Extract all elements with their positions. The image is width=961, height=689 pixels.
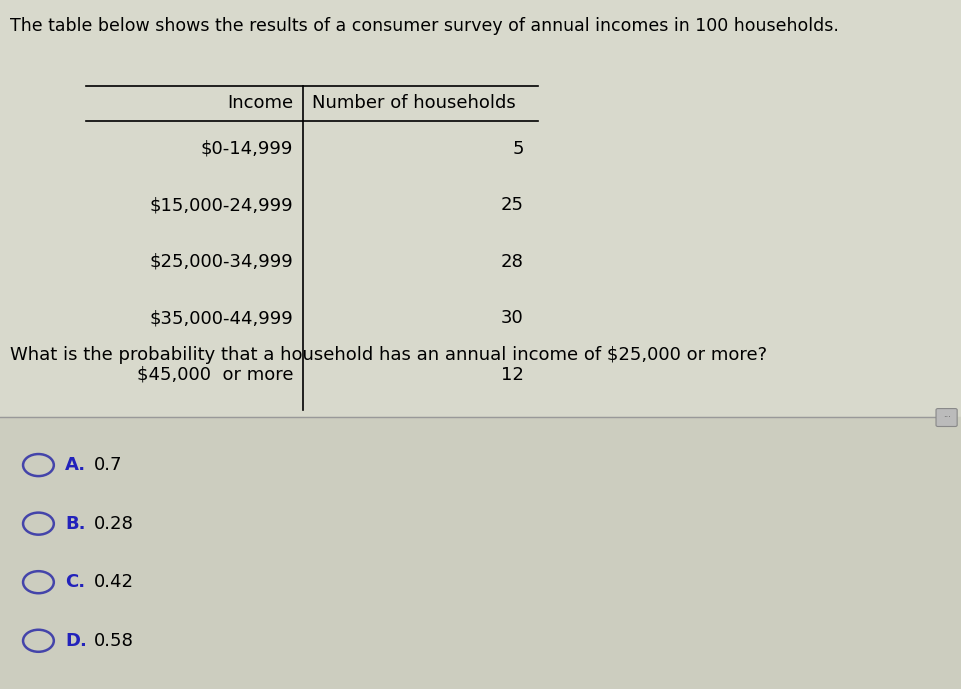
Text: $35,000-44,999: $35,000-44,999 xyxy=(149,309,293,327)
FancyBboxPatch shape xyxy=(936,409,957,426)
Text: Income: Income xyxy=(227,94,293,112)
Text: $25,000-34,999: $25,000-34,999 xyxy=(149,253,293,271)
Text: C.: C. xyxy=(65,573,86,591)
Text: What is the probability that a household has an annual income of $25,000 or more: What is the probability that a household… xyxy=(10,346,767,364)
Text: $15,000-24,999: $15,000-24,999 xyxy=(150,196,293,214)
Text: 28: 28 xyxy=(501,253,524,271)
Text: 30: 30 xyxy=(501,309,524,327)
Text: 12: 12 xyxy=(501,366,524,384)
Text: $45,000  or more: $45,000 or more xyxy=(136,366,293,384)
Text: The table below shows the results of a consumer survey of annual incomes in 100 : The table below shows the results of a c… xyxy=(10,17,839,35)
Text: 0.42: 0.42 xyxy=(94,573,135,591)
Text: 0.58: 0.58 xyxy=(94,632,134,650)
Text: 25: 25 xyxy=(501,196,524,214)
Text: B.: B. xyxy=(65,515,86,533)
Text: A.: A. xyxy=(65,456,86,474)
Text: 0.28: 0.28 xyxy=(94,515,134,533)
Text: ···: ··· xyxy=(943,413,950,422)
Text: $0-14,999: $0-14,999 xyxy=(201,140,293,158)
Text: Number of households: Number of households xyxy=(312,94,516,112)
Bar xyxy=(0,417,961,689)
Text: D.: D. xyxy=(65,632,87,650)
Text: 0.7: 0.7 xyxy=(94,456,123,474)
Text: 5: 5 xyxy=(512,140,524,158)
